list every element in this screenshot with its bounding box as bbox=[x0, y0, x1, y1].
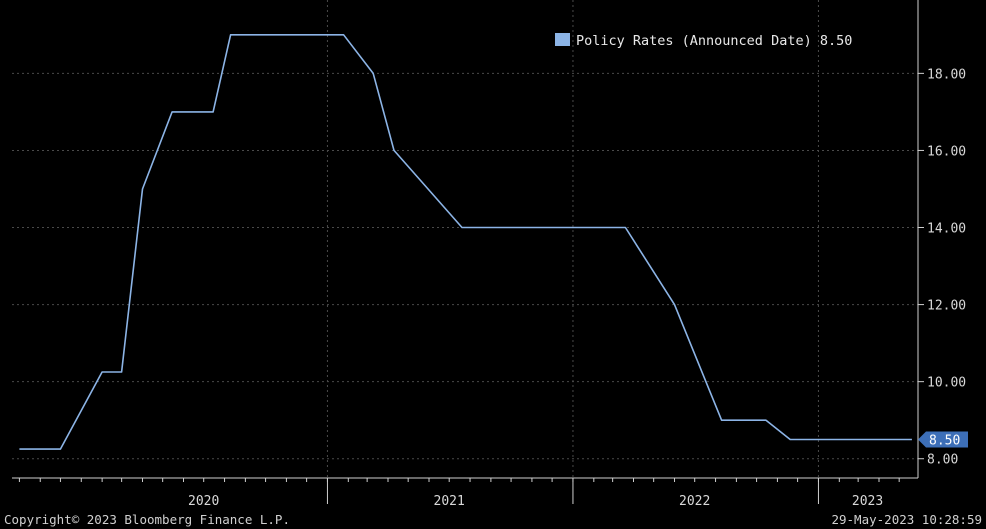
legend: Policy Rates (Announced Date) 8.50 bbox=[555, 33, 852, 49]
x-year-label: 2020 bbox=[188, 494, 219, 509]
last-value-badge-shape bbox=[918, 431, 968, 448]
grid bbox=[12, 0, 918, 478]
y-tick-label: 16.00 bbox=[927, 144, 966, 159]
last-value-badge-label: 8.50 bbox=[929, 433, 960, 448]
y-tick-label: 10.00 bbox=[927, 376, 966, 391]
timestamp-text: 29-May-2023 10:28:59 bbox=[831, 512, 982, 527]
policy-rate-line bbox=[19, 33, 912, 450]
legend-label: Policy Rates (Announced Date) 8.50 bbox=[576, 33, 852, 49]
legend-swatch bbox=[555, 33, 570, 46]
y-axis: 8.00 10.00 12.00 14.00 16.00 18.00 bbox=[917, 0, 966, 478]
x-year-label: 2022 bbox=[679, 494, 710, 509]
copyright-text: Copyright© 2023 Bloomberg Finance L.P. bbox=[4, 512, 290, 527]
y-tick-label: 12.00 bbox=[927, 299, 966, 314]
series-layer bbox=[19, 33, 912, 450]
y-tick-label: 14.00 bbox=[927, 222, 966, 237]
x-year-label: 2023 bbox=[852, 494, 883, 509]
y-tick-label: 8.00 bbox=[927, 453, 958, 468]
x-axis: 2020 2021 2022 2023 bbox=[12, 477, 918, 509]
x-year-label: 2021 bbox=[434, 494, 465, 509]
last-value-badge: 8.50 bbox=[918, 431, 968, 448]
y-tick-label: 18.00 bbox=[927, 67, 966, 82]
